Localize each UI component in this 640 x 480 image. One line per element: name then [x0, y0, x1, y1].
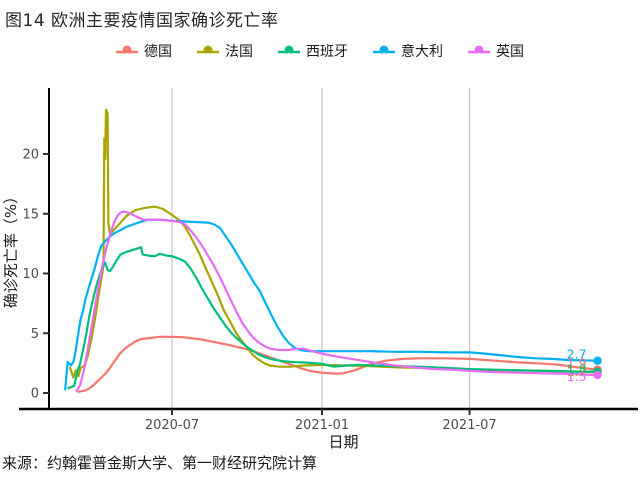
x-axis-tick-label: 2021-07: [442, 418, 496, 433]
series-end-label-意大利: 2.7: [567, 347, 587, 362]
series-end-label-英国: 1.5: [567, 369, 587, 384]
source-note: 来源：约翰霍普金斯大学、第一财经研究院计算: [2, 454, 318, 472]
legend-label: 法国: [225, 44, 253, 60]
x-axis-tick-label: 2021-01: [295, 418, 349, 433]
legend-key-icon: [373, 45, 395, 59]
legend-item-意大利: 意大利: [373, 41, 443, 61]
y-axis-tick-label: 15: [22, 207, 39, 222]
series-line-意大利: [64, 218, 599, 391]
x-axis-tick-label: 2020-07: [145, 418, 199, 433]
y-axis-tick-label: 0: [31, 387, 39, 402]
chart-legend: 德国 法国 西班牙 意大利 英国: [0, 40, 640, 62]
legend-item-法国: 法国: [197, 41, 253, 61]
series-end-dot-意大利: [593, 356, 602, 365]
legend-key-icon: [116, 45, 138, 59]
legend-key-icon: [197, 45, 219, 59]
legend-label: 英国: [496, 44, 524, 60]
y-axis-title: 确诊死亡率（%）: [2, 189, 20, 308]
legend-item-英国: 英国: [468, 41, 524, 61]
series-end-label-德国: 1.9: [567, 356, 587, 371]
legend-label: 西班牙: [306, 44, 348, 60]
y-axis-tick-label: 10: [22, 267, 39, 282]
series-end-label-西班牙: 1.8: [567, 362, 587, 377]
series-end-label-法国: 1.7: [567, 364, 587, 379]
series-line-英国: [75, 210, 599, 392]
legend-item-德国: 德国: [116, 41, 172, 61]
y-axis-tick-label: 5: [31, 327, 39, 342]
series-end-dot-英国: [593, 370, 602, 380]
legend-label: 意大利: [401, 44, 443, 60]
legend-key-icon: [468, 45, 490, 59]
legend-item-西班牙: 西班牙: [278, 41, 348, 61]
x-axis-title: 日期: [328, 433, 358, 451]
series-line-西班牙: [67, 246, 599, 390]
y-axis-tick-label: 20: [22, 148, 39, 163]
legend-label: 德国: [144, 44, 172, 60]
figure-title: 图14 欧洲主要疫情国家确诊死亡率: [5, 11, 279, 31]
legend-key-icon: [278, 45, 300, 59]
